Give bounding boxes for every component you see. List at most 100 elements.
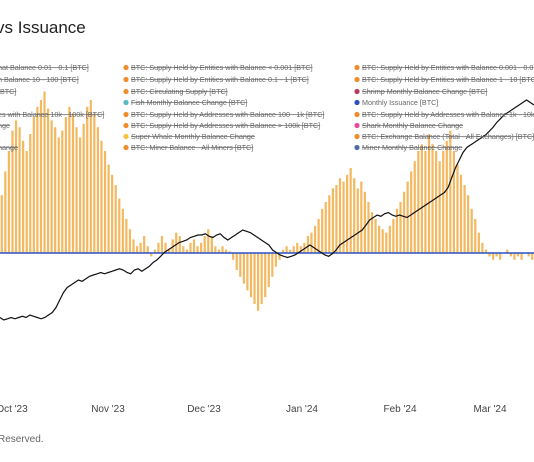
- legend-item-6[interactable]: [BTC]: [0, 87, 16, 96]
- x-tick-5: Mar '24: [473, 404, 506, 415]
- legend-item-5[interactable]: BTC: Supply Held by Entities with Balanc…: [354, 75, 534, 84]
- x-tick-2: Dec '23: [187, 404, 221, 415]
- legend-swatch-18: [354, 133, 360, 140]
- bar-121: [431, 144, 434, 253]
- bar-67: [239, 253, 242, 277]
- bar-29: [103, 151, 107, 253]
- bar-102: [363, 191, 367, 253]
- bar-122: [435, 151, 438, 253]
- legend-label-2: BTC: Supply Held by Entities with Balanc…: [362, 63, 533, 72]
- legend-item-8[interactable]: Shrimp Monthly Balance Change [BTC]: [354, 87, 487, 96]
- bar-118: [420, 144, 423, 253]
- legend-label-16: Shark Monthly Balance Change: [362, 121, 463, 130]
- bar-94: [335, 185, 338, 253]
- legend-label-14: nge: [0, 121, 10, 130]
- legend-label-17: Super Whale Monthly Balance Change: [131, 132, 255, 141]
- legend[interactable]: hat Balance 0.01 - 0.1 [BTC] BTC: Supply …: [0, 63, 534, 152]
- bar-107: [381, 229, 384, 253]
- legend-item-13[interactable]: BTC: Supply Held by Addresses with Balan…: [354, 110, 534, 119]
- bar-series: [0, 91, 534, 311]
- legend-item-18[interactable]: BTC: Exchange Balance (Total - All Excha…: [354, 132, 534, 141]
- legend-item-1[interactable]: BTC: Supply Held by Entities with Balanc…: [123, 63, 313, 72]
- legend-item-15[interactable]: BTC: Supply Held by Addresses with Balan…: [123, 121, 320, 130]
- bar-27: [96, 127, 100, 253]
- bar-117: [417, 151, 420, 253]
- bar-130: [463, 185, 466, 253]
- legend-label-1: BTC: Supply Held by Entities with Balanc…: [131, 63, 313, 72]
- legend-item-11[interactable]: es with Balance 10k - 100k [BTC]: [0, 110, 104, 119]
- legend-swatch-5: [354, 76, 360, 83]
- bar-148: [527, 253, 530, 257]
- bar-58: [207, 229, 210, 253]
- legend-item-10[interactable]: Monthly Issuance [BTC]: [354, 98, 438, 107]
- bar-137: [488, 253, 491, 257]
- bar-56: [200, 242, 203, 253]
- bar-108: [385, 232, 388, 253]
- legend-label-13: BTC: Supply Held by Addresses with Balan…: [362, 110, 534, 119]
- bar-125: [445, 140, 448, 253]
- legend-item-17[interactable]: Super Whale Monthly Balance Change: [123, 132, 255, 141]
- legend-item-9[interactable]: Fish Monthly Balance Change [BTC]: [123, 98, 247, 107]
- legend-item-4[interactable]: BTC: Supply Held by Entities with Balanc…: [123, 75, 309, 84]
- legend-item-0[interactable]: hat Balance 0.01 - 0.1 [BTC]: [0, 63, 89, 72]
- legend-item-14[interactable]: nge: [0, 121, 10, 130]
- bar-30: [107, 164, 110, 253]
- bar-135: [481, 242, 484, 253]
- bar-146: [520, 253, 523, 260]
- legend-item-20[interactable]: BTC: Miner Balance - All Miners [BTC]: [123, 143, 253, 152]
- legend-item-7[interactable]: BTC: Circulating Supply [BTC]: [123, 87, 228, 96]
- legend-label-10: Monthly Issuance [BTC]: [362, 98, 438, 107]
- bar-68: [242, 253, 245, 284]
- bar-79: [281, 249, 285, 253]
- legend-item-12[interactable]: BTC: Supply Held by Addresses with Balan…: [123, 110, 324, 119]
- legend-label-18: BTC: Exchange Balance (Total - All Excha…: [362, 132, 534, 141]
- bar-131: [467, 195, 470, 253]
- bar-8: [29, 134, 32, 253]
- bar-101: [360, 181, 363, 253]
- x-tick-0: Oct '23: [0, 404, 28, 415]
- legend-item-19[interactable]: hange: [0, 143, 18, 152]
- legend-item-2[interactable]: BTC: Supply Held by Entities with Balanc…: [354, 63, 533, 72]
- x-tick-4: Feb '24: [383, 404, 416, 415]
- bar-115: [410, 171, 413, 253]
- bar-24: [86, 106, 89, 253]
- legend-swatch-10: [354, 99, 360, 106]
- bar-136: [484, 249, 488, 253]
- bar-19: [68, 106, 71, 253]
- bar-124: [442, 151, 445, 253]
- bar-72: [257, 253, 260, 311]
- bar-54: [192, 239, 196, 253]
- bar-40: [143, 236, 146, 253]
- bar-35: [125, 219, 128, 253]
- bar-95: [338, 178, 342, 253]
- bar-138: [491, 253, 495, 260]
- legend-label-4: BTC: Supply Held by Entities with Balanc…: [131, 75, 309, 84]
- bar-66: [235, 253, 238, 270]
- price-line: [0, 99, 534, 321]
- legend-label-0: hat Balance 0.01 - 0.1 [BTC]: [0, 63, 89, 72]
- bar-106: [378, 225, 381, 253]
- bar-100: [356, 188, 359, 253]
- bar-6: [22, 140, 25, 253]
- bar-78: [278, 253, 281, 260]
- bar-36: [128, 229, 132, 253]
- legend-item-16[interactable]: Shark Monthly Balance Change: [354, 121, 463, 130]
- x-tick-1: Nov '23: [91, 404, 125, 415]
- bar-133: [474, 219, 477, 253]
- bar-112: [399, 202, 402, 253]
- bar-55: [196, 246, 199, 253]
- bar-86: [306, 236, 310, 253]
- bar-38: [135, 246, 139, 253]
- legend-item-21[interactable]: Miner Monthly Balance Change: [354, 143, 462, 152]
- bar-53: [189, 242, 192, 253]
- legend-swatch-17: [123, 133, 129, 140]
- legend-swatch-9: [123, 99, 129, 106]
- bar-1: [4, 171, 7, 253]
- bar-116: [413, 161, 416, 253]
- bar-120: [427, 134, 431, 253]
- legend-item-3[interactable]: h Balance 10 - 100 [BTC]: [0, 75, 79, 84]
- bar-18: [64, 117, 67, 253]
- legend-label-9: Fish Monthly Balance Change [BTC]: [131, 98, 247, 107]
- bar-119: [424, 151, 427, 253]
